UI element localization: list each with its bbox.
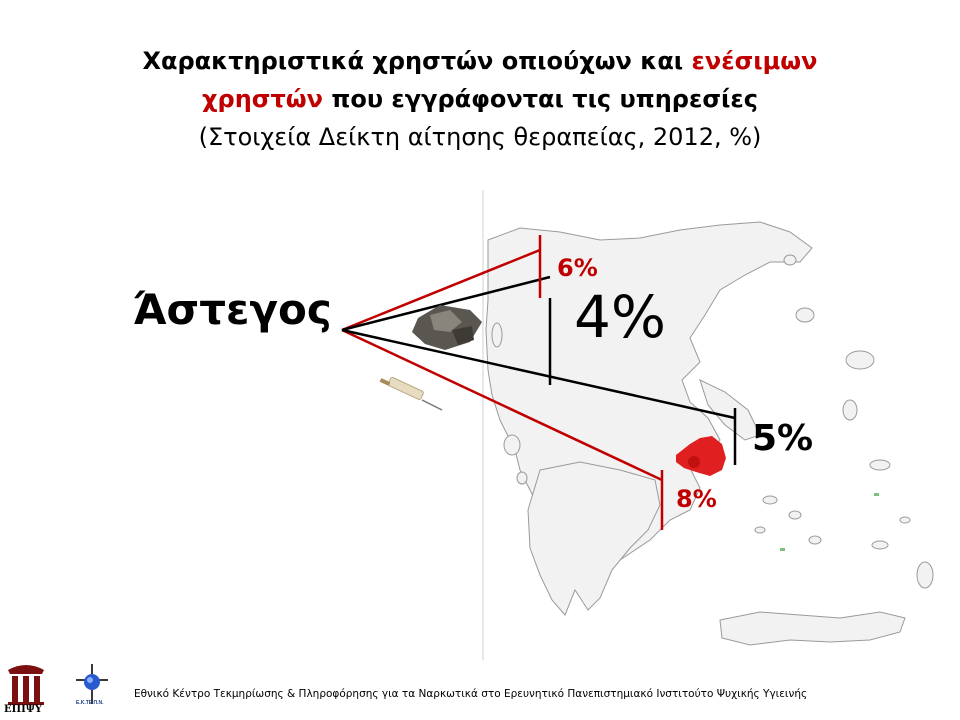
title-line-1: Χαρακτηριστικά χρηστών οπιούχων και ενέσ…	[0, 42, 960, 80]
epipsy-logo-text: ΕΠΙΨΥ	[4, 704, 43, 715]
connector-injectors-top	[341, 248, 541, 332]
heroin-rock-image	[412, 305, 482, 350]
corfu-island	[491, 322, 503, 348]
dodecanese-island	[871, 540, 889, 550]
footer-text: Εθνικό Κέντρο Τεκμηρίωσης & Πληροφόρησης…	[134, 688, 808, 700]
opioid-bottom-percent: 5%	[752, 418, 814, 459]
title-line-1-red: ενέσιμων	[691, 47, 818, 75]
chios-island	[842, 399, 858, 421]
title-line-2: χρηστών που εγγράφονται τις υπηρεσίες	[0, 80, 960, 118]
injectors-bottom-percent: 8%	[676, 485, 717, 513]
cyclades-island	[754, 526, 766, 534]
slide-title: Χαρακτηριστικά χρηστών οπιούχων και ενέσ…	[0, 42, 960, 156]
zakynthos-island	[516, 471, 528, 485]
rhodes-island	[916, 561, 934, 589]
connector-opioid-bottom	[341, 328, 736, 420]
title-line-2-red: χρηστών	[202, 85, 324, 113]
connector-injectors-bottom	[341, 328, 663, 482]
cyclades-island	[788, 510, 802, 520]
lesvos-island	[845, 350, 875, 370]
evia-island	[699, 379, 761, 441]
title-line-2-black: που εγγράφονται τις υπηρεσίες	[323, 85, 758, 113]
syringe-image	[379, 376, 443, 411]
lemnos-island	[795, 307, 815, 323]
epipsy-logo	[8, 665, 44, 705]
cyclades-island	[808, 535, 822, 545]
cyclades-island	[762, 495, 778, 505]
injectors-top-percent: 6%	[557, 254, 598, 282]
ektepn-logo-text: Ε.Κ.ΤΕ.Π.Ν.	[76, 700, 104, 706]
connector-opioid-top	[341, 275, 551, 332]
island-marker	[780, 548, 785, 551]
attica-highlight-spot	[688, 456, 700, 468]
crete-island	[719, 611, 906, 646]
island-marker	[874, 493, 879, 496]
peloponnese	[527, 461, 661, 616]
ektepn-logo	[76, 664, 108, 704]
dodecanese-island	[899, 516, 911, 524]
opioid-top-percent: 4%	[574, 283, 667, 351]
homeless-label: Άστεγος	[133, 285, 332, 334]
title-line-1-black: Χαρακτηριστικά χρηστών οπιούχων και	[142, 47, 692, 75]
title-subtitle: (Στοιχεία Δείκτη αίτησης θεραπείας, 2012…	[198, 123, 762, 151]
thasos-island	[783, 254, 797, 266]
kefalonia-island	[503, 434, 521, 456]
samos-island	[869, 459, 891, 471]
attica-highlight	[676, 436, 726, 476]
